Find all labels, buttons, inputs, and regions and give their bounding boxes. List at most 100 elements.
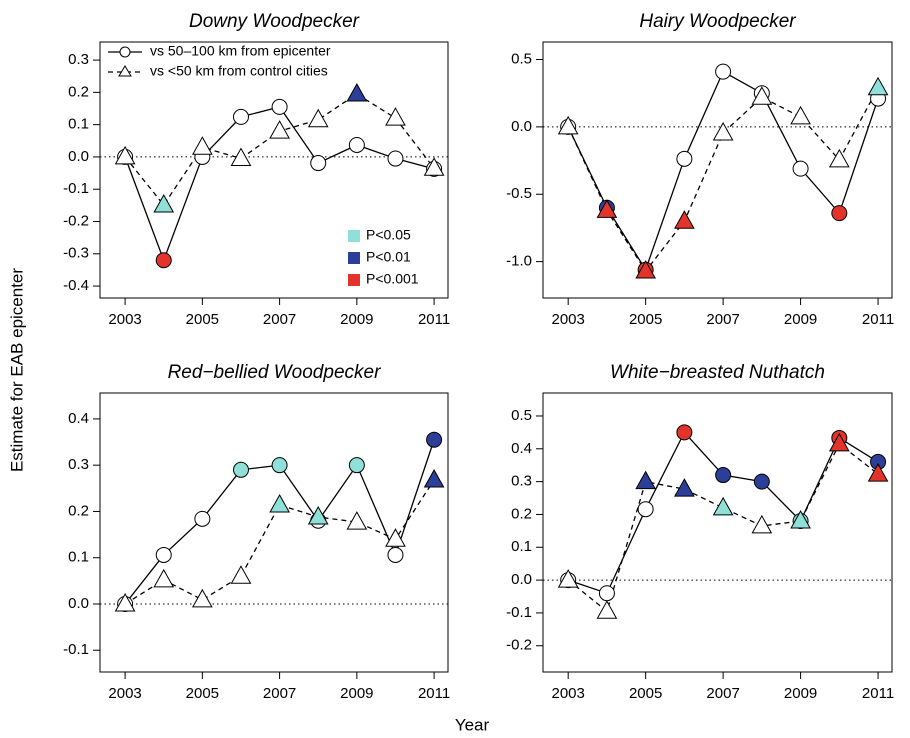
circle-marker bbox=[637, 501, 654, 518]
y-tick-label: 0.5 bbox=[511, 50, 532, 67]
y-tick-label: 0.3 bbox=[68, 51, 89, 68]
panel-title: White−breasted Nuthatch bbox=[610, 362, 825, 383]
y-tick-label: 0.4 bbox=[68, 410, 89, 427]
circle-marker bbox=[194, 510, 211, 527]
x-tick-label: 2007 bbox=[706, 311, 739, 328]
circle-marker bbox=[155, 546, 172, 563]
x-tick-label: 2005 bbox=[629, 685, 662, 702]
triangle-marker bbox=[635, 470, 656, 490]
legend-label: vs <50 km from control cities bbox=[150, 63, 328, 79]
circle-marker bbox=[676, 150, 693, 167]
triangle-marker bbox=[751, 514, 773, 534]
circle-marker bbox=[715, 467, 732, 484]
x-axis-label: Year bbox=[455, 715, 490, 734]
triangle-marker bbox=[385, 107, 406, 126]
plot-frame bbox=[99, 392, 449, 673]
panel-title: Red−bellied Woodpecker bbox=[168, 362, 381, 383]
triangle-marker bbox=[153, 568, 175, 588]
series-line bbox=[567, 87, 879, 273]
y-tick-label: 0.0 bbox=[68, 595, 89, 612]
series-line bbox=[567, 70, 879, 272]
y-tick-label: 0.4 bbox=[511, 440, 532, 457]
y-tick-label: -0.1 bbox=[63, 180, 89, 197]
triangle-marker bbox=[828, 432, 850, 452]
plot-frame bbox=[542, 41, 893, 299]
triangle-marker bbox=[557, 115, 579, 135]
y-tick-label: 0.5 bbox=[511, 407, 532, 424]
y-tick-label: -0.2 bbox=[506, 637, 532, 654]
triangle-marker bbox=[557, 569, 579, 588]
x-tick-label: 2009 bbox=[340, 685, 373, 702]
legend-marker bbox=[118, 65, 132, 77]
triangle-marker bbox=[828, 148, 850, 168]
triangle-marker bbox=[423, 157, 445, 176]
triangle-marker bbox=[114, 145, 136, 165]
x-tick-label: 2011 bbox=[862, 311, 894, 328]
circle-marker bbox=[232, 461, 249, 478]
triangle-marker bbox=[867, 76, 889, 96]
y-tick-label: -0.1 bbox=[63, 641, 89, 658]
y-tick-label: -0.5 bbox=[506, 185, 532, 202]
y-tick-label: -0.3 bbox=[63, 245, 89, 262]
x-tick-label: 2005 bbox=[186, 685, 219, 702]
circle-marker bbox=[598, 585, 615, 602]
circle-marker bbox=[348, 457, 365, 474]
y-tick-label: -1.0 bbox=[506, 253, 532, 270]
circle-marker bbox=[271, 457, 288, 474]
panel-title: Downy Woodpecker bbox=[189, 11, 360, 32]
y-tick-label: 0.2 bbox=[68, 83, 89, 100]
circle-marker bbox=[387, 546, 404, 563]
y-tick-label: -0.4 bbox=[63, 277, 89, 294]
triangle-marker bbox=[596, 600, 618, 619]
legend-swatch bbox=[348, 230, 360, 242]
y-tick-label: 0.1 bbox=[68, 549, 89, 566]
triangle-marker bbox=[307, 108, 329, 128]
y-tick-label: -0.1 bbox=[506, 604, 532, 621]
circle-marker bbox=[753, 473, 770, 490]
triangle-marker bbox=[674, 210, 695, 229]
triangle-marker bbox=[114, 592, 136, 612]
legend-label: P<0.01 bbox=[366, 249, 411, 265]
x-tick-label: 2003 bbox=[108, 685, 141, 702]
y-tick-label: 0.2 bbox=[511, 505, 532, 522]
legend-swatch bbox=[348, 252, 360, 264]
y-axis-label: Estimate for EAB epicenter bbox=[7, 268, 26, 472]
x-tick-label: 2005 bbox=[629, 311, 662, 328]
plot-frame bbox=[542, 392, 893, 673]
triangle-marker bbox=[153, 194, 175, 213]
circle-marker bbox=[831, 205, 848, 222]
plot-frame bbox=[99, 41, 449, 299]
triangle-marker bbox=[790, 105, 811, 125]
triangle-marker bbox=[867, 463, 889, 482]
y-tick-label: -0.2 bbox=[63, 212, 89, 229]
x-tick-label: 2009 bbox=[784, 311, 817, 328]
legend-label: P<0.001 bbox=[366, 271, 419, 287]
circle-marker bbox=[676, 424, 693, 441]
x-tick-label: 2009 bbox=[340, 311, 373, 328]
x-tick-label: 2009 bbox=[784, 685, 817, 702]
triangle-marker bbox=[712, 121, 734, 141]
x-tick-label: 2005 bbox=[186, 311, 219, 328]
series-line bbox=[567, 442, 879, 613]
triangle-marker bbox=[790, 509, 811, 529]
triangle-marker bbox=[712, 496, 734, 516]
x-tick-label: 2003 bbox=[108, 311, 141, 328]
x-tick-label: 2003 bbox=[551, 311, 584, 328]
y-tick-label: 0.2 bbox=[68, 502, 89, 519]
circle-marker bbox=[348, 136, 365, 153]
y-tick-label: 0.0 bbox=[68, 148, 89, 165]
y-tick-label: 0.1 bbox=[511, 538, 532, 555]
triangle-marker bbox=[192, 136, 213, 155]
triangle-marker bbox=[385, 528, 406, 547]
panel-title: Hairy Woodpecker bbox=[639, 11, 796, 32]
triangle-marker bbox=[346, 511, 368, 530]
x-tick-label: 2003 bbox=[551, 685, 584, 702]
x-tick-label: 2007 bbox=[263, 311, 296, 328]
triangle-marker bbox=[230, 147, 252, 167]
x-tick-label: 2011 bbox=[418, 685, 450, 702]
triangle-marker bbox=[269, 493, 290, 513]
triangle-marker bbox=[596, 199, 618, 218]
y-tick-label: 0.0 bbox=[511, 118, 532, 135]
circle-marker bbox=[310, 155, 327, 172]
